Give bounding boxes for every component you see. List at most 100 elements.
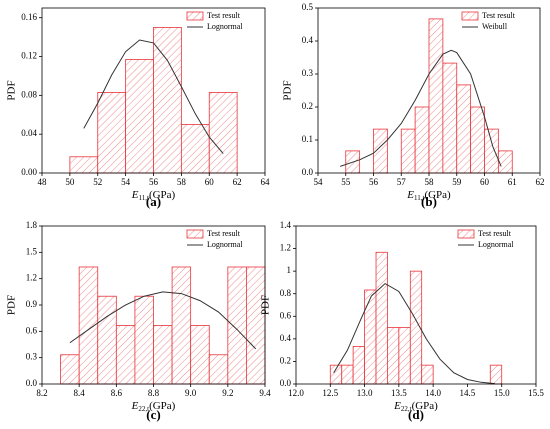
bar	[400, 128, 416, 174]
x-axis-title: E11,t(GPa)	[131, 189, 176, 202]
y-tick-label: 0.5	[302, 2, 314, 12]
x-axis-unit: (GPa)	[412, 400, 439, 412]
y-tick-label: 0.9	[26, 299, 38, 309]
x-axis-symbol: E	[406, 189, 414, 201]
x-axis-unit: (GPa)	[149, 400, 176, 412]
y-tick-label: 0.8	[280, 288, 292, 298]
y-tick-label: 0.2	[280, 355, 291, 365]
x-tick-label: 54	[314, 177, 324, 187]
legend-label: Test result	[478, 229, 512, 238]
x-tick-label: 13.0	[357, 388, 373, 398]
y-tick-label: 0.4	[280, 333, 292, 343]
legend-label: Test result	[207, 229, 241, 238]
bar	[497, 150, 513, 174]
plot-frame	[295, 225, 537, 385]
x-axis-subscript: 11,t	[139, 194, 149, 202]
y-tick-label: 0.0	[280, 378, 292, 388]
legend-label: Test result	[207, 11, 241, 20]
y-tick-label: 0.04	[21, 128, 37, 138]
x-tick-label: 57	[397, 177, 407, 187]
x-tick-label: 14.5	[460, 388, 476, 398]
x-tick-label: 48	[38, 177, 48, 187]
panel-label: (c)	[146, 407, 160, 422]
bar	[134, 295, 154, 385]
x-tick-label: 8.6	[111, 388, 123, 398]
legend-label: Test result	[482, 11, 516, 20]
x-tick-label: 58	[425, 177, 435, 187]
x-tick-label: 12.5	[322, 388, 338, 398]
bar	[180, 124, 210, 174]
y-tick-label: 1.2	[26, 273, 37, 283]
x-axis-unit: (GPa)	[149, 189, 176, 201]
bar	[125, 59, 154, 174]
x-tick-label: 59	[452, 177, 462, 187]
panel-label: (d)	[408, 407, 424, 422]
panel: 0.0 0.3 0.6 0.9 1.2 1.5 1.8 8.2 8.4 8.6 8.8 9.0 9.2 9…	[6, 220, 272, 422]
x-axis-subscript: 22,t	[138, 405, 149, 413]
x-axis-title: E11,t(GPa)	[406, 189, 451, 202]
y-tick-label: 1.8	[26, 220, 38, 230]
x-tick-label: 56	[149, 177, 159, 187]
x-tick-label: 9.0	[185, 388, 197, 398]
y-axis-title: PDF	[260, 295, 272, 315]
y-tick-label: 0.0	[302, 167, 314, 177]
bar	[456, 84, 472, 174]
x-tick-label: 8.8	[148, 388, 160, 398]
x-axis-title: E22,t(GPa)	[393, 400, 438, 413]
x-tick-label: 62	[233, 177, 242, 187]
panel: 0.0 0.2 0.4 0.6 0.8 1 1.2 1.4 12.0 12.5 13.0 13.5 14…	[260, 220, 545, 422]
y-tick-label: 0.3	[26, 352, 38, 362]
y-axis-title: PDF	[282, 80, 294, 100]
legend-swatch	[457, 229, 475, 239]
bar	[352, 346, 365, 385]
y-tick-label: 0.08	[21, 89, 37, 99]
bar	[153, 325, 173, 385]
y-tick-label: 0.00	[21, 167, 37, 177]
x-axis-title: E22,t(GPa)	[131, 400, 176, 413]
x-tick-label: 62	[536, 177, 545, 187]
fit-curve	[83, 39, 224, 154]
x-tick-label: 15.0	[494, 388, 510, 398]
bar	[69, 156, 99, 174]
bar	[97, 92, 127, 174]
bar	[364, 289, 377, 385]
x-tick-label: 56	[369, 177, 379, 187]
x-axis-symbol: E	[131, 189, 139, 201]
x-tick-label: 54	[121, 177, 131, 187]
y-tick-label: 1	[287, 265, 292, 275]
bar	[208, 92, 238, 174]
y-tick-label: 0.12	[21, 51, 37, 61]
bar	[246, 266, 266, 385]
y-axis-title: PDF	[6, 295, 18, 315]
y-tick-label: 0.3	[302, 68, 314, 78]
bar	[442, 62, 458, 174]
panel: 0.00 0.04 0.08 0.12 0.16 48 50 52 54 56 58 60 62 64 PD…	[6, 7, 270, 209]
bar	[470, 106, 485, 174]
y-tick-label: 0.6	[26, 325, 38, 335]
bar	[341, 364, 354, 385]
x-tick-label: 8.2	[36, 388, 47, 398]
bar	[375, 251, 388, 385]
x-axis-subscript: 22,t	[401, 405, 412, 413]
bar	[208, 354, 229, 385]
panel: 0.0 0.1 0.2 0.3 0.4 0.5 54 55 56 57 58 59 60 61 62 PDF E…	[282, 2, 545, 209]
y-tick-label: 1.5	[26, 246, 38, 256]
x-tick-label: 9.2	[222, 388, 233, 398]
legend-label: Lognormal	[207, 240, 243, 249]
x-tick-label: 50	[65, 177, 75, 187]
y-tick-label: 0.0	[26, 378, 38, 388]
bar	[414, 106, 430, 174]
legend-label: Lognormal	[478, 240, 514, 249]
x-tick-label: 9.4	[259, 388, 271, 398]
x-axis-unit: (GPa)	[424, 189, 451, 201]
bar	[153, 27, 182, 174]
y-tick-label: 0.16	[21, 12, 37, 22]
bar	[484, 128, 499, 174]
x-tick-label: 13.5	[391, 388, 407, 398]
bar	[227, 266, 247, 385]
fit-curve	[69, 291, 257, 350]
panel-label: (a)	[146, 194, 161, 209]
x-tick-label: 8.4	[74, 388, 86, 398]
x-tick-label: 52	[93, 177, 102, 187]
